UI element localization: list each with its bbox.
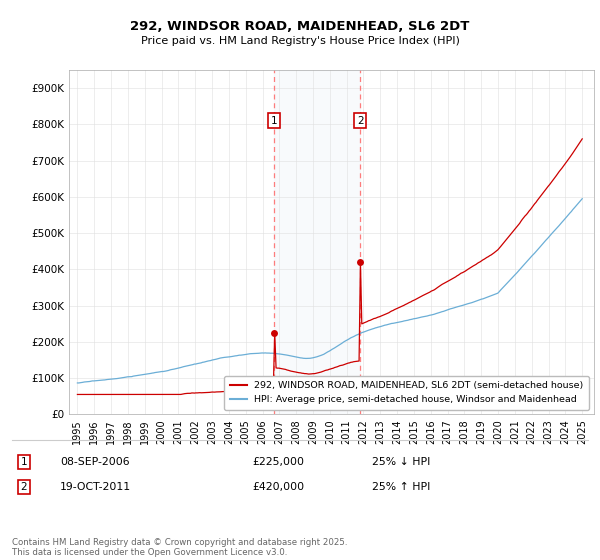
Text: 19-OCT-2011: 19-OCT-2011	[60, 482, 131, 492]
Text: 292, WINDSOR ROAD, MAIDENHEAD, SL6 2DT: 292, WINDSOR ROAD, MAIDENHEAD, SL6 2DT	[130, 20, 470, 32]
Text: 2: 2	[357, 116, 364, 126]
Text: 25% ↑ HPI: 25% ↑ HPI	[372, 482, 430, 492]
Text: Price paid vs. HM Land Registry's House Price Index (HPI): Price paid vs. HM Land Registry's House …	[140, 36, 460, 46]
Text: 1: 1	[271, 116, 277, 126]
Text: 1: 1	[20, 457, 28, 467]
Text: 25% ↓ HPI: 25% ↓ HPI	[372, 457, 430, 467]
Text: 08-SEP-2006: 08-SEP-2006	[60, 457, 130, 467]
Text: 2: 2	[20, 482, 28, 492]
Legend: 292, WINDSOR ROAD, MAIDENHEAD, SL6 2DT (semi-detached house), HPI: Average price: 292, WINDSOR ROAD, MAIDENHEAD, SL6 2DT (…	[224, 376, 589, 410]
Text: Contains HM Land Registry data © Crown copyright and database right 2025.
This d: Contains HM Land Registry data © Crown c…	[12, 538, 347, 557]
Text: £420,000: £420,000	[252, 482, 304, 492]
Text: £225,000: £225,000	[252, 457, 304, 467]
Bar	[274, 70, 360, 414]
